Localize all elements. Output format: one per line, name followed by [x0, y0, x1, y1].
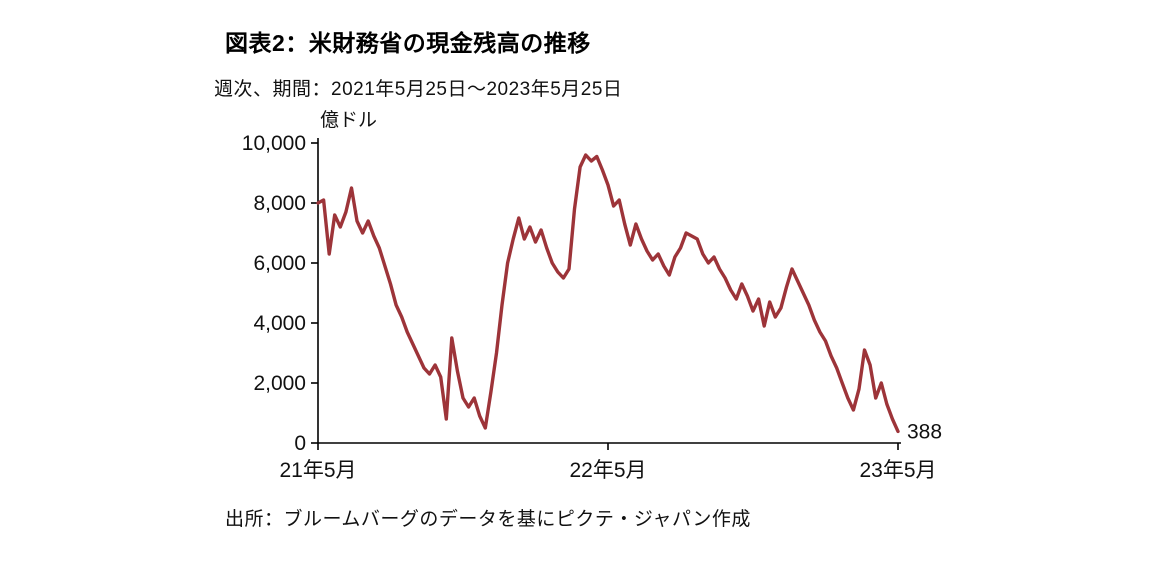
chart-axes [311, 138, 901, 450]
chart-subtitle: 週次、期間：2021年5月25日～2023年5月25日 [214, 79, 623, 100]
source-note: 出所：ブルームバーグのデータを基にピクテ・ジャパン作成 [225, 509, 751, 530]
y-tick-label: 8,000 [253, 192, 306, 215]
y-tick-label: 4,000 [253, 312, 306, 335]
end-value-label: 388 [907, 420, 942, 443]
x-tick-label: 21年5月 [279, 459, 356, 482]
chart-title: 図表2：米財務省の現金残高の推移 [225, 30, 591, 56]
y-axis-unit-label: 億ドル [320, 109, 377, 131]
chart-tick-labels: 0 2,000 4,000 6,000 8,000 10,000 21年5月 22年5月 23年… [242, 132, 937, 482]
y-tick-label: 6,000 [253, 252, 306, 275]
y-tick-label: 0 [294, 432, 306, 455]
cash-balance-line [316, 153, 900, 434]
y-tick-label: 10,000 [242, 132, 306, 155]
x-tick-label: 23年5月 [859, 459, 936, 482]
x-tick-label: 22年5月 [569, 459, 646, 482]
y-tick-label: 2,000 [253, 372, 306, 395]
